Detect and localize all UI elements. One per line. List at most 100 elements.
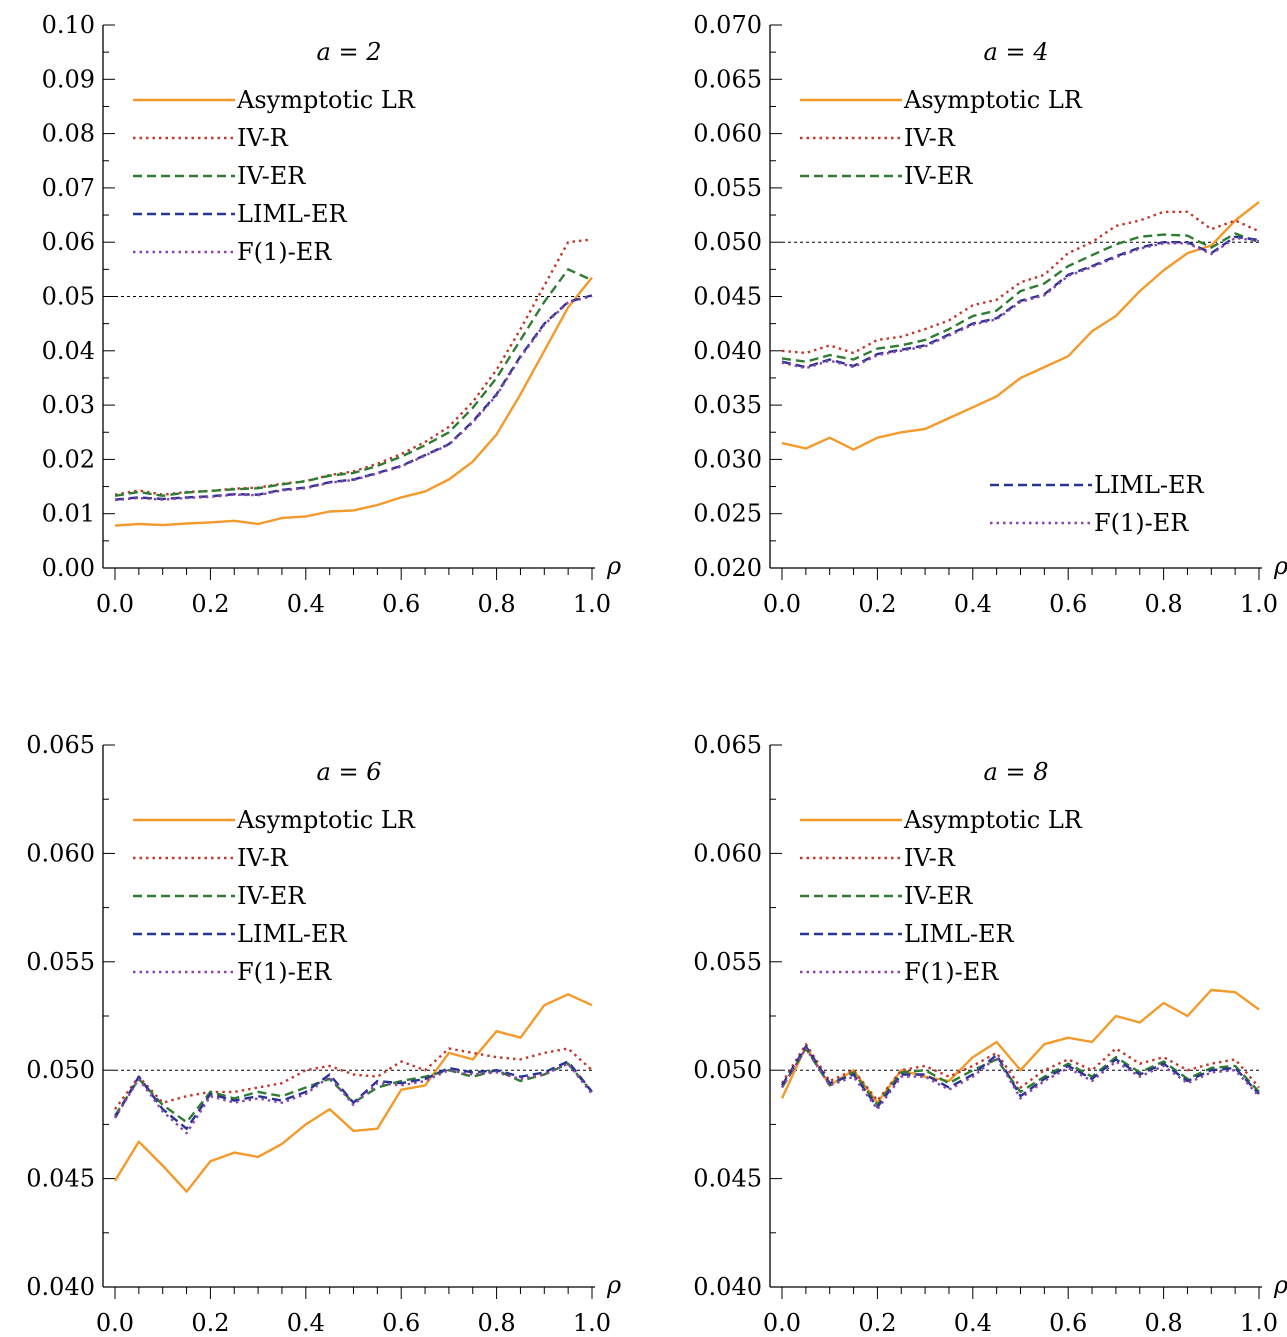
y-tick-label: 0.10 [42,11,95,39]
x-tick-label: 1.0 [573,590,611,618]
y-tick-label: 0.050 [693,1056,762,1084]
panel-title: a = 8 [984,758,1049,786]
y-tick-label: 0.05 [42,283,95,311]
x-axis-label: ρ [1273,552,1287,580]
x-tick-label: 0.0 [763,1309,801,1337]
panel-title: a = 4 [984,38,1049,66]
legend-label: LIML-ER [1094,471,1205,499]
y-tick-label: 0.01 [42,500,95,528]
y-tick-label: 0.055 [693,174,762,202]
chart-panel-4: 0.040 0.045 0.050 0.055 0.060 0.065 0.0 0.2 0.4 0… [693,731,1287,1337]
legend-label: F(1)-ER [904,958,999,986]
x-tick-label: 0.4 [954,1309,992,1337]
series-line-asymptotic-lr [113,993,593,1193]
y-tick-label: 0.060 [26,839,95,867]
chart-panel-1: 0.00 0.01 0.02 0.03 0.04 0.05 0.06 0.07 0.08 0.09… [42,11,622,618]
legend-label: LIML-ER [237,920,348,948]
y-tick-label: 0.050 [26,1056,95,1084]
series-line-liml-er [114,294,593,501]
legend-label: IV-R [904,124,956,152]
legend-label: Asymptotic LR [236,806,416,834]
series-line-liml-er [113,1060,593,1130]
x-tick-label: 0.4 [287,590,325,618]
x-tick-label: 0.2 [858,590,896,618]
x-tick-label: 0.8 [478,590,516,618]
panel-title: a = 2 [317,38,382,66]
legend-label: F(1)-ER [237,238,332,266]
y-tick-label: 0.060 [693,120,762,148]
legend-label: Asymptotic LR [903,86,1083,114]
panel-title: a = 6 [317,758,382,786]
chart-panel-3: 0.040 0.045 0.050 0.055 0.060 0.065 0.0 0.2 0.4 0… [26,731,621,1337]
legend-label: F(1)-ER [237,958,332,986]
legend-label: IV-ER [237,162,306,190]
x-tick-label: 0.8 [1145,590,1183,618]
x-axis-label: ρ [606,552,621,580]
legend-label: Asymptotic LR [236,86,416,114]
legend-label: LIML-ER [904,920,1015,948]
legend-label: LIML-ER [237,200,348,228]
y-tick-label: 0.08 [42,120,95,148]
series-line-f-1-er [780,1047,1260,1111]
series-line-asymptotic-lr [114,276,593,527]
x-tick-label: 0.6 [1049,590,1087,618]
x-tick-label: 0.2 [191,1309,229,1337]
x-tick-label: 0.0 [763,590,801,618]
y-tick-label: 0.02 [42,445,95,473]
y-tick-label: 0.040 [26,1273,95,1301]
series-line-asymptotic-lr [781,201,1260,451]
legend-label: IV-R [904,844,956,872]
x-tick-label: 0.2 [858,1309,896,1337]
legend-label: IV-ER [904,162,973,190]
series-line-liml-er [780,1045,1260,1109]
y-tick-label: 0.065 [26,731,95,759]
y-tick-label: 0.03 [42,391,95,419]
y-tick-label: 0.060 [693,839,762,867]
series-line-f-1-er [114,294,593,502]
chart-panel-2: 0.020 0.025 0.030 0.035 0.040 0.045 0.050 0.055… [693,11,1287,618]
series-line-iv-er [781,232,1260,363]
y-tick-label: 0.025 [693,500,762,528]
x-tick-label: 1.0 [573,1309,611,1337]
series-line-liml-er [781,235,1260,369]
x-axis-label: ρ [1273,1271,1287,1299]
x-tick-label: 1.0 [1240,590,1278,618]
x-tick-label: 0.0 [96,590,134,618]
series-line-iv-r [114,1047,593,1110]
legend-label: IV-ER [904,882,973,910]
x-tick-label: 0.6 [382,1309,420,1337]
y-tick-label: 0.055 [693,948,762,976]
legend-label: IV-R [237,844,289,872]
y-tick-label: 0.06 [42,228,95,256]
series-line-asymptotic-lr [780,988,1260,1104]
y-tick-label: 0.035 [693,391,762,419]
y-tick-label: 0.070 [693,11,762,39]
series-line-iv-r [114,238,593,496]
y-tick-label: 0.020 [693,554,762,582]
y-tick-label: 0.030 [693,445,762,473]
x-tick-label: 0.4 [287,1309,325,1337]
y-tick-label: 0.045 [26,1165,95,1193]
y-tick-label: 0.050 [693,228,762,256]
x-tick-label: 0.0 [96,1309,134,1337]
y-tick-label: 0.00 [42,554,95,582]
x-tick-label: 0.6 [382,590,420,618]
series-line-iv-er [114,268,593,497]
legend-label: Asymptotic LR [903,806,1083,834]
y-tick-label: 0.065 [693,65,762,93]
legend-label: F(1)-ER [1094,509,1189,537]
x-tick-label: 1.0 [1240,1309,1278,1337]
y-tick-label: 0.09 [42,65,95,93]
series-line-iv-er [113,1062,593,1124]
y-tick-label: 0.04 [42,337,95,365]
legend-label: IV-R [237,124,289,152]
y-tick-label: 0.045 [693,1165,762,1193]
y-tick-label: 0.040 [693,337,762,365]
y-tick-label: 0.07 [42,174,95,202]
legend-label: IV-ER [237,882,306,910]
x-axis-label: ρ [606,1271,621,1299]
series-line-iv-r [780,1042,1260,1102]
series-line-iv-r [781,210,1260,355]
y-tick-label: 0.040 [693,1273,762,1301]
